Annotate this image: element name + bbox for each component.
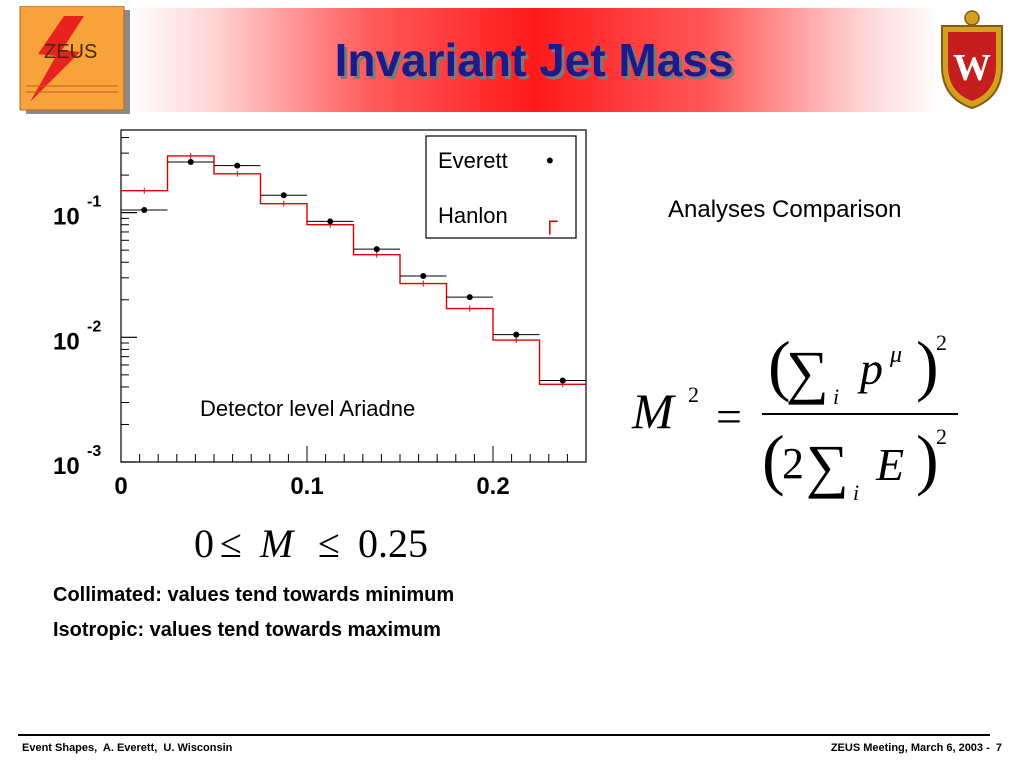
- everett-point: [373, 246, 380, 253]
- num-right-paren: ): [916, 327, 939, 403]
- y-tick-exponent: -3: [87, 443, 101, 460]
- range-var: M: [259, 521, 296, 566]
- everett-point: [327, 218, 334, 225]
- den-exp: 2: [936, 424, 947, 449]
- den-sum: ∑: [806, 433, 849, 499]
- y-tick-exponent: -1: [87, 194, 101, 211]
- chart-annotation: Detector level Ariadne: [200, 396, 415, 421]
- zeus-logo-text: ZEUS: [44, 41, 97, 63]
- legend-marker-hanlon: ┌: [542, 208, 558, 235]
- everett-point: [187, 158, 194, 165]
- x-tick-label: 0: [114, 473, 127, 500]
- everett-point: [141, 206, 148, 213]
- formula-lhs: M: [631, 383, 676, 439]
- everett-point: [466, 294, 473, 301]
- num-sup: μ: [889, 342, 902, 368]
- title-banner: [128, 8, 940, 112]
- y-tick-label: 10: [53, 204, 80, 231]
- x-tick-label: 0.2: [476, 473, 509, 500]
- den-var: E: [875, 439, 904, 490]
- crest-letter: W: [953, 47, 991, 89]
- analyses-label: Analyses Comparison: [668, 196, 902, 223]
- jet-mass-chart: 10 -1 10 -2 10 -3 0 0.1 0.2 Everett • Hanlon ┌ Det…: [40, 120, 600, 510]
- everett-point: [420, 273, 427, 280]
- den-left-paren: (: [762, 421, 785, 497]
- footer-right: ZEUS Meeting, March 6, 2003 - 7: [830, 742, 1002, 754]
- y-tick-label: 10: [53, 453, 80, 480]
- everett-point: [234, 162, 241, 169]
- formula-lhs-exp: 2: [688, 382, 699, 407]
- legend-entry-everett: Everett: [438, 148, 508, 173]
- y-tick-exponent: -2: [87, 318, 101, 335]
- legend-entry-hanlon: Hanlon: [438, 203, 508, 228]
- mass-range: 0 ≤ M ≤ 0.25: [194, 521, 428, 566]
- legend-marker-everett: •: [546, 148, 554, 173]
- chart-svg: 10 -1 10 -2 10 -3 0 0.1 0.2 Everett • Hanlon ┌ Det…: [53, 129, 587, 500]
- everett-point: [559, 377, 566, 384]
- num-sub: i: [833, 384, 839, 409]
- formula-equals: =: [716, 391, 742, 442]
- notes: Collimated: values tend towards minimum …: [53, 584, 493, 654]
- x-tick-label: 0.1: [290, 473, 323, 500]
- note-isotropic: Isotropic: values tend towards maximum: [53, 619, 441, 641]
- num-exp: 2: [936, 330, 947, 355]
- range-leq-1: ≤: [220, 521, 242, 566]
- slide-title: Invariant Jet Mass: [334, 34, 734, 86]
- everett-point: [280, 192, 287, 199]
- zeus-logo: ZEUS: [19, 6, 130, 114]
- num-sum: ∑: [786, 339, 829, 405]
- range-leq-2: ≤: [318, 521, 340, 566]
- num-var: p: [857, 343, 883, 394]
- den-sub: i: [853, 480, 859, 505]
- legend-box: [425, 135, 577, 239]
- footer-left: Event Shapes, A. Everett, U. Wisconsin: [22, 742, 233, 754]
- den-coef: 2: [782, 439, 804, 488]
- everett-point: [513, 331, 520, 338]
- num-left-paren: (: [768, 327, 791, 403]
- footer-divider: [18, 734, 990, 736]
- wisconsin-crest: W: [941, 10, 1003, 110]
- note-collimated: Collimated: values tend towards minimum: [53, 584, 455, 606]
- mass-formula: M 2 = ( ∑ i p μ ) 2 ( 2 ∑ i E ) 2: [631, 327, 958, 505]
- range-high: 0.25: [358, 521, 428, 566]
- range-low: 0: [194, 521, 214, 566]
- y-tick-label: 10: [53, 328, 80, 355]
- den-right-paren: ): [916, 421, 939, 497]
